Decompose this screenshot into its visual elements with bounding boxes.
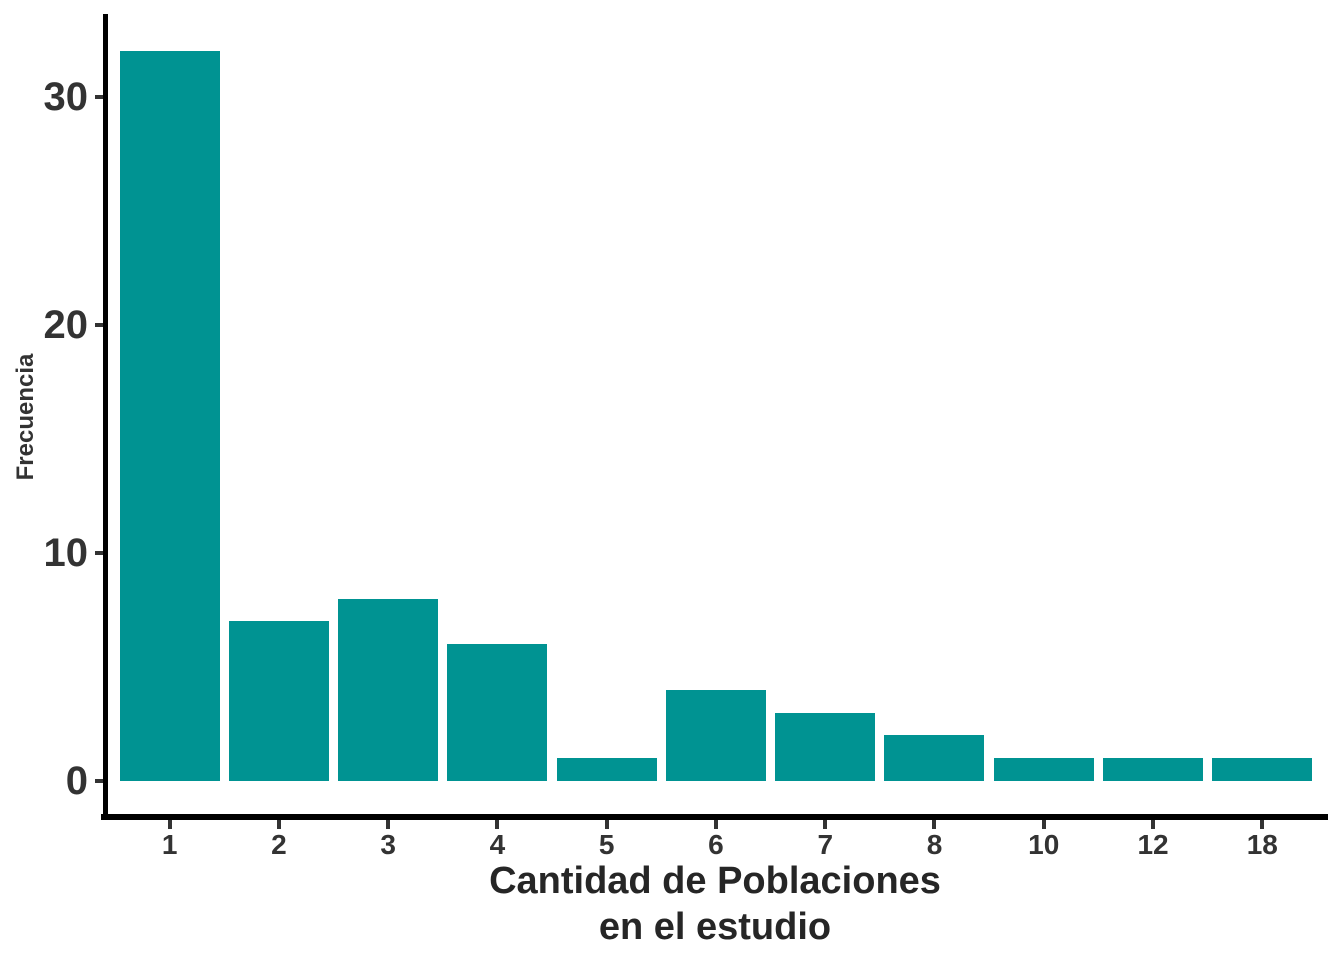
bar [1212, 758, 1313, 781]
x-tick-mark [167, 820, 172, 829]
x-tick-mark [932, 820, 937, 829]
bar-slot [989, 0, 1098, 781]
x-tick-slot: 12 [1098, 820, 1207, 860]
x-tick-label: 18 [1246, 829, 1278, 860]
y-tick-mark [95, 550, 103, 555]
x-tick-label: 1 [161, 829, 178, 860]
y-tick-label: 30 [43, 74, 89, 119]
x-tick-slot: 8 [880, 820, 989, 860]
bar [447, 644, 548, 781]
bar [665, 690, 766, 781]
x-tick-mark [604, 820, 609, 829]
bar-slot [1098, 0, 1207, 781]
bar-slot [552, 0, 661, 781]
bar-slot [1208, 0, 1317, 781]
x-tick-slot: 18 [1208, 820, 1317, 860]
x-tick-slot: 4 [443, 820, 552, 860]
x-tick-label: 8 [926, 829, 943, 860]
bar [993, 758, 1094, 781]
bar-slot [443, 0, 552, 781]
x-tick-mark [1260, 820, 1265, 829]
x-tick-mark [823, 820, 828, 829]
bar-slot [224, 0, 333, 781]
x-tick-mark [1041, 820, 1046, 829]
x-axis-title: Cantidad de Poblaciones en el estudio [110, 858, 1320, 950]
x-tick-mark [1151, 820, 1156, 829]
x-tick-label: 10 [1028, 829, 1060, 860]
x-tick-slot: 10 [989, 820, 1098, 860]
x-tick-slot: 7 [771, 820, 880, 860]
x-tick-label: 7 [817, 829, 834, 860]
x-tick-slot: 6 [661, 820, 770, 860]
x-tick-label: 5 [598, 829, 615, 860]
bar [884, 735, 985, 781]
bar-slot [880, 0, 989, 781]
y-tick-mark [95, 779, 103, 783]
bar [119, 51, 220, 781]
x-axis-title-line-2: en el estudio [598, 906, 832, 948]
x-tick-slot: 5 [552, 820, 661, 860]
x-tick-label: 2 [271, 829, 287, 860]
bar [556, 758, 657, 781]
y-tick-mark [95, 322, 103, 327]
x-tick-mark [386, 820, 391, 829]
x-tick-label: 3 [380, 829, 396, 860]
bar-slot [115, 0, 224, 781]
y-axis-label: Frecuencia [12, 353, 39, 481]
y-tick-label: 0 [65, 759, 88, 803]
y-axis-line [103, 14, 108, 820]
bar [228, 621, 329, 781]
x-tick-slot: 2 [224, 820, 333, 860]
x-tick-label: 12 [1137, 829, 1169, 860]
bar [775, 713, 876, 781]
x-tick-mark [495, 820, 500, 829]
x-axis-title-line-1: Cantidad de Poblaciones [489, 860, 941, 902]
plot-area [115, 0, 1317, 781]
bar-slot [334, 0, 443, 781]
bar [338, 599, 439, 781]
x-axis-ticks: 1 2 3 4 5 6 7 8 10 12 18 [115, 820, 1317, 860]
bar [1103, 758, 1204, 781]
y-tick-label: 10 [43, 530, 89, 575]
x-tick-slot: 1 [115, 820, 224, 860]
x-tick-label: 6 [708, 829, 724, 860]
x-axis-line [101, 814, 1328, 820]
y-tick-mark [95, 94, 103, 99]
bar-slot [661, 0, 770, 781]
y-tick-label: 20 [43, 302, 89, 347]
x-tick-label: 4 [489, 829, 506, 860]
x-tick-mark [276, 820, 281, 829]
bar-slot [771, 0, 880, 781]
x-tick-mark [713, 820, 718, 829]
x-tick-slot: 3 [334, 820, 443, 860]
